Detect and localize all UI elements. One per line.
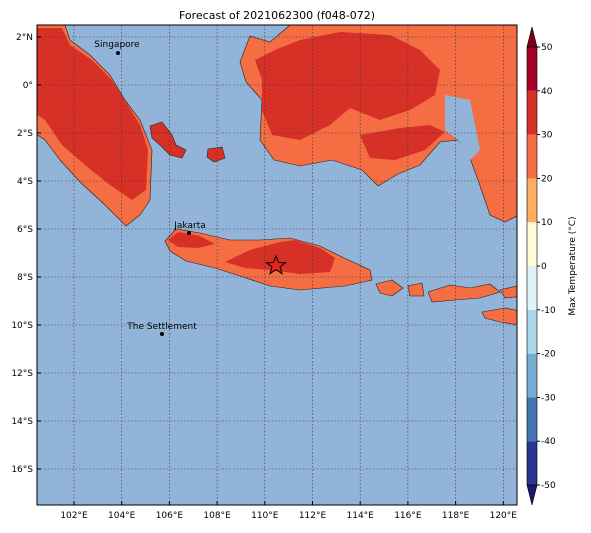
lat-tick-label: 8°S	[17, 273, 33, 283]
lon-tick-label: 116°E	[394, 511, 422, 521]
colorbar-tick-label: -30	[541, 393, 556, 403]
colorbar-bin	[527, 90, 537, 135]
colorbar-bin	[527, 222, 537, 266]
lon-tick-label: 118°E	[442, 511, 470, 521]
lombok	[407, 282, 425, 297]
sumba	[481, 307, 517, 326]
colorbar-bin	[527, 309, 537, 354]
colorbar-bin	[527, 441, 537, 485]
lat-tick-label: 12°S	[11, 369, 33, 379]
colorbar-extend	[526, 484, 538, 506]
colorbar-bin	[527, 47, 537, 91]
lat-tick-label: 2°S	[17, 129, 33, 139]
lon-tick-label: 104°E	[108, 511, 136, 521]
colorbar: -50 -40 -30 -20 -10 0 10 20 30 40 50	[526, 26, 556, 506]
place-marker	[187, 231, 191, 235]
land-warm	[37, 28, 148, 200]
bali	[375, 279, 404, 297]
colorbar-tick-label: 40	[541, 87, 553, 97]
lon-tick-label: 102°E	[60, 511, 88, 521]
lon-tick-label: 112°E	[299, 511, 327, 521]
title: Forecast of 2021062300 (f048-072)	[179, 9, 375, 22]
colorbar-tick-label: -10	[541, 306, 556, 316]
colorbar-tick-label: -50	[541, 481, 556, 491]
belitung	[206, 146, 226, 163]
land-warm	[360, 125, 445, 160]
colorbar-tick-label: 0	[541, 262, 547, 272]
colorbar-label: Max Temperature (°C)	[568, 216, 578, 315]
lat-tick-label: 6°S	[17, 225, 33, 235]
location-star	[265, 254, 287, 275]
colorbar-extend	[526, 26, 538, 48]
colorbar-tick-label: 20	[541, 174, 553, 184]
lat-tick-label: 14°S	[11, 417, 33, 427]
place-label: Singapore	[94, 40, 140, 50]
colorbar-tick-label: 50	[541, 43, 553, 53]
colorbar-bin	[527, 134, 537, 179]
colorbar-bin	[527, 353, 537, 398]
bangka	[149, 121, 187, 159]
graticule	[37, 25, 517, 505]
colorbar-tick-label: -20	[541, 350, 556, 360]
colorbar-tick-label: -40	[541, 437, 556, 447]
place-label: The Settlement	[126, 322, 197, 332]
lat-tick-label: 2°N	[16, 33, 33, 43]
lat-tick-label: 4°S	[17, 177, 33, 187]
colorbar-bin	[527, 397, 537, 442]
land-warm	[255, 32, 440, 140]
map-frame	[36, 24, 518, 506]
colorbar-tick-label: 30	[541, 131, 553, 141]
lat-tick-label: 16°S	[11, 465, 33, 475]
land-warm	[225, 240, 335, 274]
lon-tick-label: 110°E	[251, 511, 279, 521]
map-area: Singapore Jakarta The Settlement	[37, 25, 517, 505]
lon-tick-label: 120°E	[490, 511, 518, 521]
lon-tick-label: 106°E	[156, 511, 184, 521]
land-warm	[168, 232, 215, 248]
colorbar-bin	[527, 266, 537, 310]
lon-tick-label: 108°E	[203, 511, 231, 521]
place-marker	[116, 51, 120, 55]
sea	[445, 95, 480, 160]
sumbawa	[427, 283, 501, 303]
place-marker	[160, 332, 164, 336]
colorbar-bin	[527, 178, 537, 223]
lon-tick-label: 114°E	[347, 511, 375, 521]
colorbar-tick-label: 10	[541, 218, 553, 228]
lat-tick-label: 0°	[23, 81, 33, 91]
place-label: Jakarta	[173, 221, 205, 231]
lat-tick-label: 10°S	[11, 321, 33, 331]
